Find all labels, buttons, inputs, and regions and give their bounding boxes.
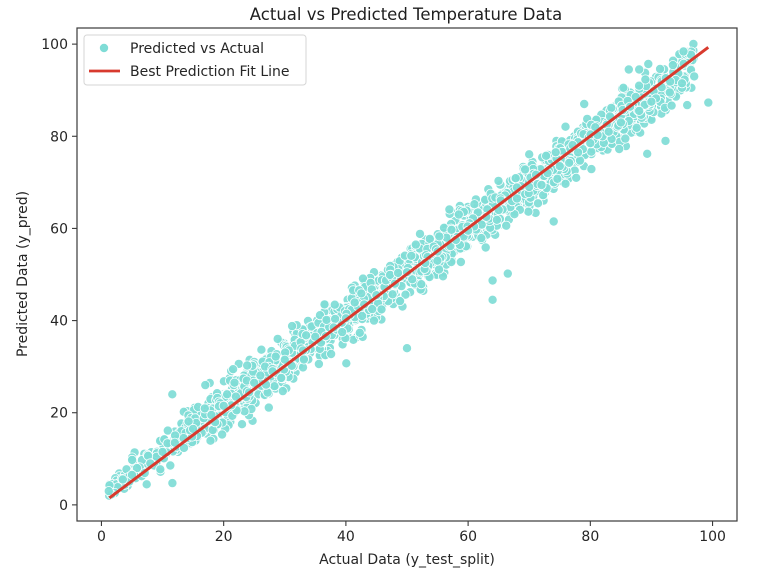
legend-label-line: Best Prediction Fit Line <box>130 64 290 80</box>
svg-text:80: 80 <box>50 129 68 145</box>
plot-frame <box>76 27 738 522</box>
x-axis-label: Actual Data (y_test_split) <box>319 552 495 568</box>
legend-box <box>83 34 307 86</box>
svg-text:40: 40 <box>337 529 355 545</box>
svg-text:100: 100 <box>699 529 726 545</box>
svg-text:0: 0 <box>97 529 106 545</box>
x-axis-ticks: 0 20 40 60 80 100 <box>97 521 726 545</box>
y-axis-label: Predicted Data (y_pred) <box>15 191 31 357</box>
scatter-points <box>103 39 714 501</box>
svg-text:60: 60 <box>459 529 477 545</box>
chart-title: Actual vs Predicted Temperature Data <box>250 5 562 24</box>
svg-text:100: 100 <box>41 37 68 53</box>
legend-scatter-marker-icon <box>99 43 109 53</box>
fit-line <box>108 46 710 500</box>
svg-text:40: 40 <box>50 314 68 330</box>
svg-text:80: 80 <box>581 529 599 545</box>
legend-label-scatter: Predicted vs Actual <box>130 41 264 57</box>
y-axis-ticks: 0 20 40 60 80 100 <box>41 37 77 514</box>
svg-text:60: 60 <box>50 221 68 237</box>
svg-text:20: 20 <box>50 406 68 422</box>
svg-text:20: 20 <box>215 529 233 545</box>
svg-text:0: 0 <box>59 498 68 514</box>
legend: Predicted vs Actual Best Prediction Fit … <box>83 34 307 86</box>
